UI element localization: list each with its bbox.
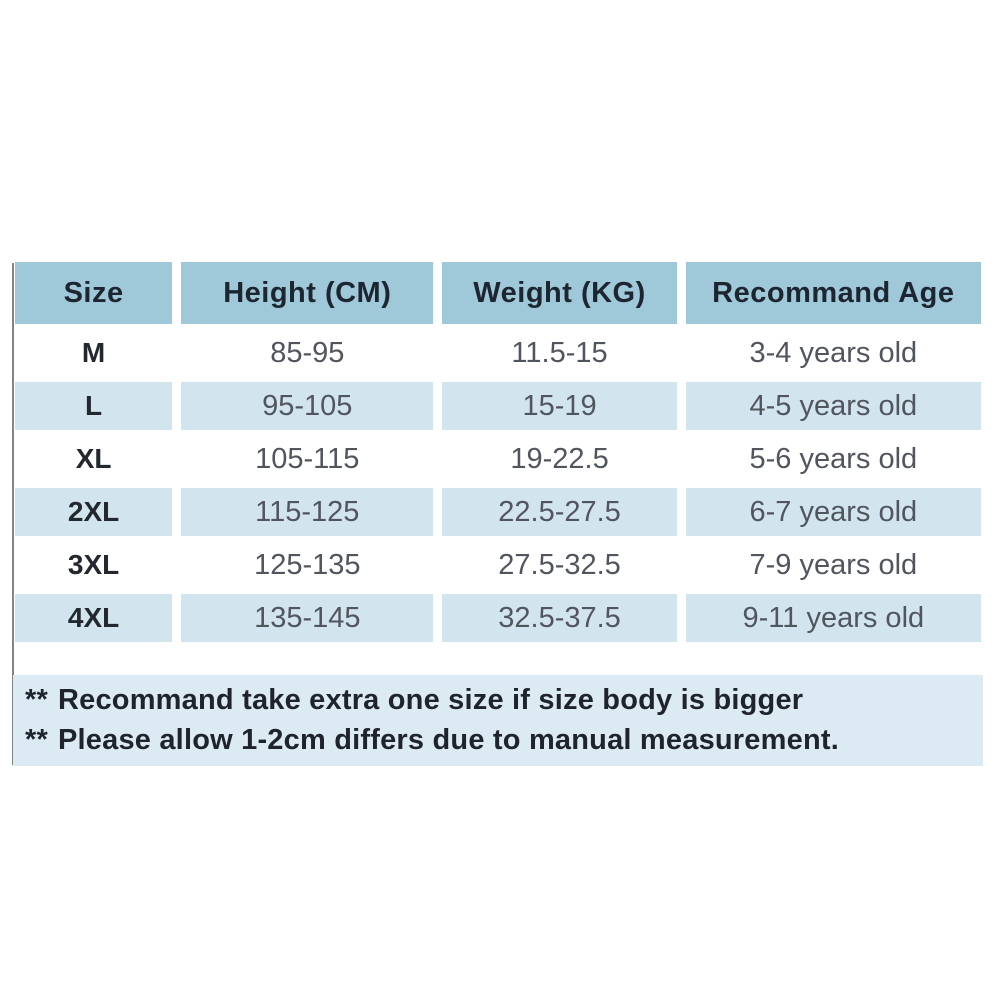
age-value: 5-6 years old bbox=[685, 435, 981, 483]
note-marker: ** bbox=[25, 724, 48, 756]
size-value: 2XL bbox=[15, 488, 173, 536]
weight-value: 32.5-37.5 bbox=[442, 594, 677, 642]
size-value: M bbox=[15, 329, 173, 377]
height-value: 115-125 bbox=[181, 488, 434, 536]
header-row: Size Height (CM) Weight (KG) Recommand A… bbox=[15, 262, 981, 324]
age-value: 9-11 years old bbox=[685, 594, 981, 642]
left-border-line bbox=[12, 263, 14, 765]
table-row-2xl: 2XL 115-125 22.5-27.5 6-7 years old bbox=[15, 488, 981, 536]
table-row-4xl: 4XL 135-145 32.5-37.5 9-11 years old bbox=[15, 594, 981, 642]
table-row-xl: XL 105-115 19-22.5 5-6 years old bbox=[15, 435, 981, 483]
column-header-height: Height (CM) bbox=[181, 262, 434, 324]
table-row-l: L 95-105 15-19 4-5 years old bbox=[15, 382, 981, 430]
note-text: Recommand take extra one size if size bo… bbox=[57, 684, 804, 716]
height-value: 95-105 bbox=[181, 382, 434, 430]
note-marker: ** bbox=[25, 684, 48, 716]
column-header-size: Size bbox=[15, 262, 173, 324]
size-value: L bbox=[15, 382, 173, 430]
column-header-age: Recommand Age bbox=[685, 262, 981, 324]
size-value: XL bbox=[15, 435, 173, 483]
table-row-m: M 85-95 11.5-15 3-4 years old bbox=[15, 329, 981, 377]
age-value: 3-4 years old bbox=[685, 329, 981, 377]
weight-value: 22.5-27.5 bbox=[442, 488, 677, 536]
column-header-weight: Weight (KG) bbox=[442, 262, 677, 324]
note-line-sizing: ** Recommand take extra one size if size … bbox=[25, 684, 983, 717]
table-row-3xl: 3XL 125-135 27.5-32.5 7-9 years old bbox=[15, 541, 981, 589]
size-value: 4XL bbox=[15, 594, 173, 642]
height-value: 105-115 bbox=[181, 435, 434, 483]
weight-value: 15-19 bbox=[442, 382, 677, 430]
height-value: 85-95 bbox=[181, 329, 434, 377]
age-value: 4-5 years old bbox=[685, 382, 981, 430]
note-text: Please allow 1-2cm differs due to manual… bbox=[57, 724, 839, 756]
age-value: 6-7 years old bbox=[685, 488, 981, 536]
weight-value: 19-22.5 bbox=[442, 435, 677, 483]
notes-panel: ** Recommand take extra one size if size … bbox=[13, 675, 983, 766]
size-chart-table: Size Height (CM) Weight (KG) Recommand A… bbox=[15, 262, 981, 642]
height-value: 135-145 bbox=[181, 594, 434, 642]
weight-value: 27.5-32.5 bbox=[442, 541, 677, 589]
weight-value: 11.5-15 bbox=[442, 329, 677, 377]
age-value: 7-9 years old bbox=[685, 541, 981, 589]
note-line-measurement: ** Please allow 1-2cm differs due to manu… bbox=[25, 724, 983, 757]
height-value: 125-135 bbox=[181, 541, 434, 589]
size-value: 3XL bbox=[15, 541, 173, 589]
